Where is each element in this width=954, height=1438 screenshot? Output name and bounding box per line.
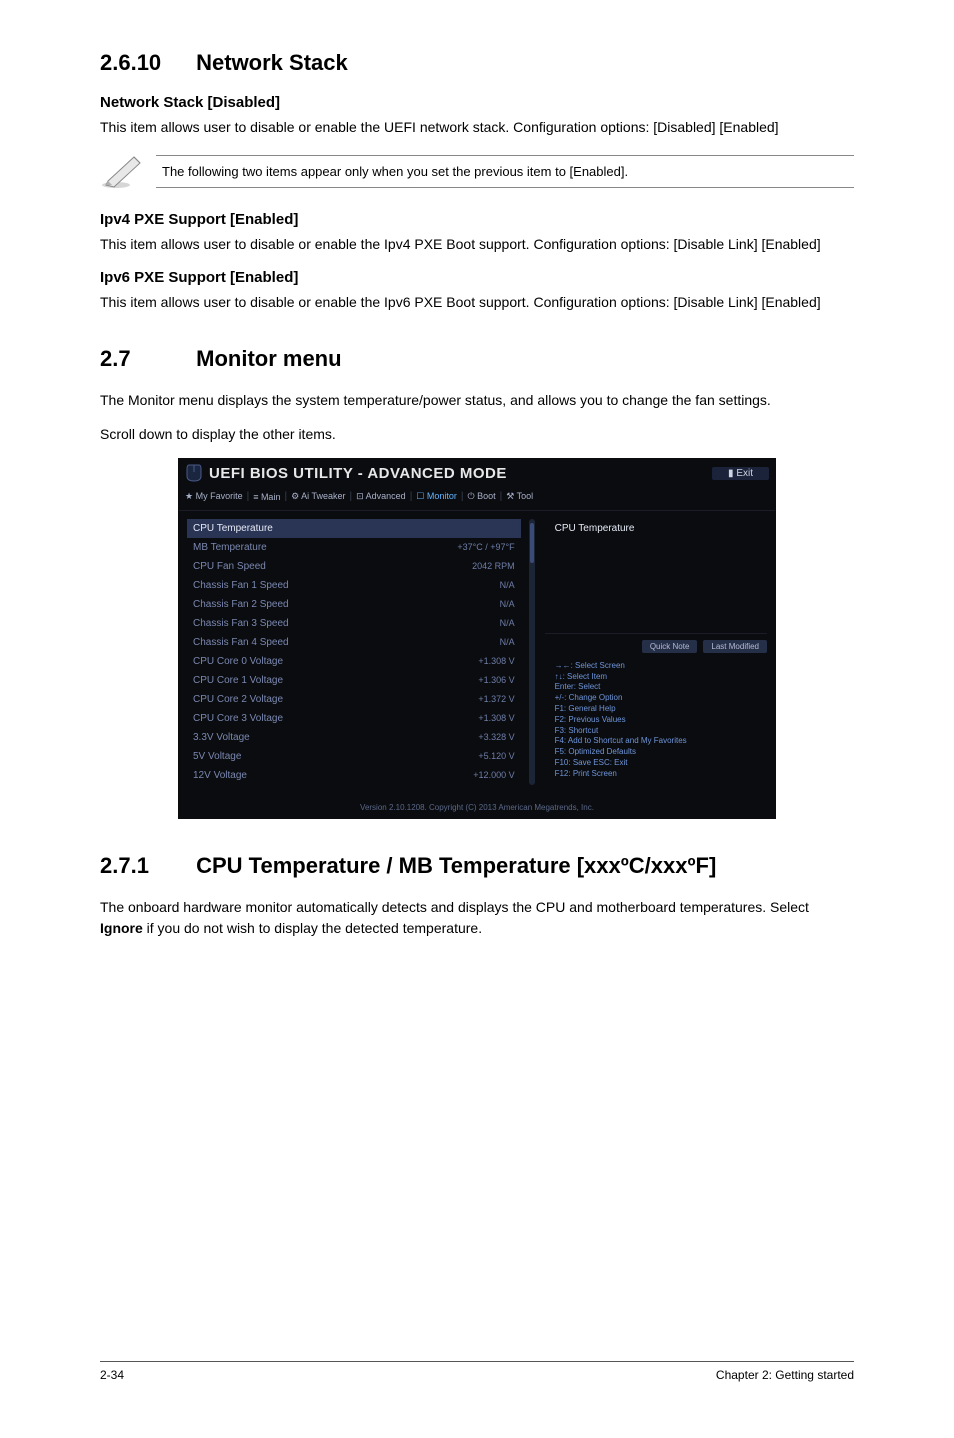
bios-screenshot: UEFI BIOS UTILITY - ADVANCED MODE ▮ Exit… — [178, 458, 776, 819]
page-number: 2-34 — [100, 1368, 124, 1382]
bios-row[interactable]: CPU Core 0 Voltage+1.308 V — [187, 652, 521, 671]
bios-row[interactable]: Chassis Fan 4 SpeedN/A — [187, 633, 521, 652]
bios-row[interactable]: 5V Voltage+5.120 V — [187, 747, 521, 766]
bios-row[interactable]: CPU Core 3 Voltage+1.308 V — [187, 709, 521, 728]
heading-2-7-1: 2.7.1 CPU Temperature / MB Temperature [… — [100, 853, 854, 879]
subheading: Ipv6 PXE Support [Enabled] — [100, 269, 854, 286]
bios-row[interactable]: Chassis Fan 1 SpeedN/A — [187, 576, 521, 595]
mouse-icon — [185, 463, 203, 483]
body-text: This item allows user to disable or enab… — [100, 292, 854, 312]
bios-body: CPU Temperature MB Temperature+37°C / +9… — [179, 511, 775, 793]
bios-help-panel: CPU Temperature Quick Note Last Modified… — [545, 519, 767, 785]
bios-row[interactable]: 3.3V Voltage+3.328 V — [187, 728, 521, 747]
bios-row[interactable]: CPU Core 1 Voltage+1.306 V — [187, 671, 521, 690]
body-text: This item allows user to disable or enab… — [100, 234, 854, 254]
body-text: This item allows user to disable or enab… — [100, 117, 854, 137]
bios-row[interactable]: CPU Fan Speed2042 RPM — [187, 557, 521, 576]
bios-footer: Version 2.10.1208. Copyright (C) 2013 Am… — [179, 793, 775, 818]
section-number: 2.6.10 — [100, 50, 190, 76]
bios-title-bar: UEFI BIOS UTILITY - ADVANCED MODE ▮ Exit — [179, 459, 775, 487]
bios-tab-boot[interactable]: ⏻ Boot — [468, 491, 496, 502]
bios-tab-advanced[interactable]: ⊡ Advanced — [356, 491, 406, 502]
document-page: 2.6.10 Network Stack Network Stack [Disa… — [0, 0, 954, 1438]
body-text: The onboard hardware monitor automatical… — [100, 897, 854, 938]
bios-item-list: CPU Temperature MB Temperature+37°C / +9… — [187, 519, 521, 785]
bios-tab-favorite[interactable]: ★ My Favorite — [185, 491, 243, 502]
bios-tab-monitor[interactable]: ☐ Monitor — [416, 491, 457, 502]
bios-row[interactable]: Chassis Fan 2 SpeedN/A — [187, 595, 521, 614]
subheading: Network Stack [Disabled] — [100, 94, 854, 111]
bios-tab-tweaker[interactable]: ⚙ Ai Tweaker — [291, 491, 345, 502]
page-footer: 2-34 Chapter 2: Getting started — [100, 1361, 854, 1382]
section-title: CPU Temperature / MB Temperature [xxxºC/… — [196, 853, 716, 879]
heading-2-7: 2.7 Monitor menu — [100, 346, 854, 372]
last-modified-button[interactable]: Last Modified — [703, 640, 767, 653]
bios-button-row: Quick Note Last Modified — [545, 634, 767, 659]
heading-2-6-10: 2.6.10 Network Stack — [100, 50, 854, 76]
bios-tab-main[interactable]: ≡ Main — [253, 491, 280, 502]
bios-title: UEFI BIOS UTILITY - ADVANCED MODE — [209, 465, 712, 482]
bios-row[interactable]: 12V Voltage+12.000 V — [187, 766, 521, 785]
bios-row[interactable]: Chassis Fan 3 SpeedN/A — [187, 614, 521, 633]
bios-row[interactable]: CPU Temperature — [187, 519, 521, 538]
bios-help-text: CPU Temperature — [545, 519, 767, 633]
section-title: Network Stack — [196, 50, 348, 76]
bios-key-legend: →←: Select Screen ↑↓: Select Item Enter:… — [545, 659, 767, 786]
pencil-icon — [100, 151, 156, 191]
body-text: Scroll down to display the other items. — [100, 424, 854, 444]
section-number: 2.7 — [100, 346, 190, 372]
bios-tab-tool[interactable]: ⚒ Tool — [506, 491, 533, 502]
subheading: Ipv4 PXE Support [Enabled] — [100, 211, 854, 228]
section-number: 2.7.1 — [100, 853, 190, 879]
section-title: Monitor menu — [196, 346, 341, 372]
bios-tab-bar: ★ My Favorite| ≡ Main| ⚙ Ai Tweaker| ⊡ A… — [179, 487, 775, 511]
note-callout: The following two items appear only when… — [100, 151, 854, 191]
body-text: The Monitor menu displays the system tem… — [100, 390, 854, 410]
bios-row[interactable]: CPU Core 2 Voltage+1.372 V — [187, 690, 521, 709]
bios-exit-button[interactable]: ▮ Exit — [712, 467, 769, 480]
quick-note-button[interactable]: Quick Note — [642, 640, 698, 653]
note-text: The following two items appear only when… — [156, 155, 854, 188]
bios-row[interactable]: MB Temperature+37°C / +97°F — [187, 538, 521, 557]
chapter-label: Chapter 2: Getting started — [716, 1368, 854, 1382]
bios-scrollbar[interactable] — [529, 519, 535, 785]
